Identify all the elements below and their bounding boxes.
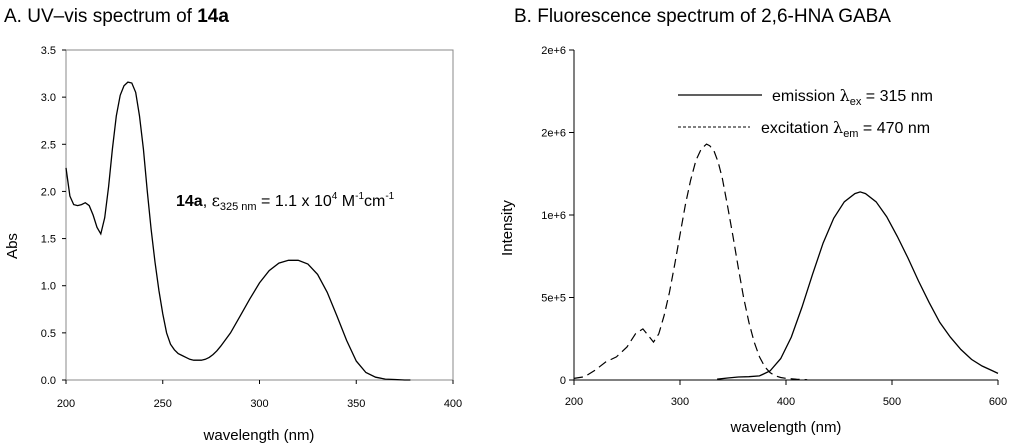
- annotation-unit-m-exponent: -1: [355, 191, 364, 202]
- panel-b-x-tick-label: 600: [989, 396, 1007, 408]
- legend-emission-symbol: λ: [840, 86, 850, 105]
- panel-a-x-tick-label: 300: [250, 398, 268, 410]
- legend-label-emission: emission λex = 315 nm: [772, 86, 933, 108]
- panel-b-series-emission: [717, 191, 999, 380]
- annotation-unit-cm-exponent: -1: [385, 191, 394, 202]
- panel-b-x-tick-label: 500: [883, 396, 901, 408]
- panel-a-x-tick-label: 200: [57, 398, 75, 410]
- legend-emission-name: emission: [772, 88, 835, 105]
- panel-b-legend: emission λex = 315 nm excitation λem = 4…: [678, 86, 933, 140]
- annotation-epsilon-subscript: 325 nm: [220, 201, 257, 213]
- panel-a-title: A. UV–vis spectrum of 14a: [4, 6, 229, 27]
- panel-a-plot-frame: [65, 49, 454, 381]
- panel-b-y-tick-label: 1e+6: [541, 210, 566, 222]
- panel-b-series: [573, 143, 999, 381]
- panel-b-y-tick-label: 2e+6: [541, 128, 566, 140]
- legend-emission-value: = 315 nm: [861, 88, 933, 105]
- legend-excitation-symbol: λ: [833, 118, 843, 137]
- panel-a-y-axis-label: Abs: [4, 233, 21, 259]
- panel-a-x-tick-label: 250: [154, 398, 172, 410]
- panel-a-y-tick-label: 0.0: [41, 375, 56, 387]
- panel-a-y-tick-label: 0.5: [41, 328, 56, 340]
- panel-b-y-tick-label: 0: [560, 375, 566, 387]
- panel-a-ticks: 200 250 300 350 400 0.0 0.5 1.0 1.5 2.0 2.5 3.0 3.5: [41, 45, 462, 410]
- panel-a: A. UV–vis spectrum of 14a 200 250 300 350 40…: [4, 6, 462, 444]
- panel-b-x-tick-label: 400: [777, 396, 795, 408]
- panel-b-series-excitation: [573, 143, 808, 381]
- panel-a-y-tick-label: 1.5: [41, 234, 56, 246]
- annotation-separator: ,: [203, 193, 212, 210]
- annotation-unit-m: M: [337, 193, 355, 210]
- panel-a-x-tick-label: 350: [347, 398, 365, 410]
- panel-a-series: [65, 81, 411, 381]
- panel-a-x-tick-label: 400: [444, 398, 462, 410]
- annotation-compound: 14a: [176, 193, 203, 210]
- legend-excitation-name: excitation: [761, 120, 829, 137]
- panel-a-series-14a-absorbance: [65, 81, 411, 381]
- panel-b-y-tick-label: 2e+6: [541, 45, 566, 57]
- panel-b-x-tick-label: 200: [565, 396, 583, 408]
- panel-a-y-tick-label: 3.0: [41, 92, 56, 104]
- panel-b-x-axis-label: wavelength (nm): [730, 419, 842, 436]
- panel-a-y-tick-label: 2.0: [41, 186, 56, 198]
- legend-excitation-value: = 470 nm: [858, 120, 930, 137]
- panel-b-y-axis-label: Intensity: [499, 200, 516, 256]
- annotation-unit-cm: cm: [364, 193, 385, 210]
- annotation-epsilon: ε: [212, 191, 220, 210]
- legend-emission-subscript: ex: [850, 96, 862, 108]
- panel-a-annotation: 14a, ε325 nm = 1.1 x 104 M-1cm-1: [176, 191, 395, 213]
- panel-b-ticks: 200 300 400 500 600 0 5e+5 1e+6 2e+6 2e+6: [541, 45, 1007, 408]
- panel-a-y-tick-label: 2.5: [41, 139, 56, 151]
- panel-b-title: B. Fluorescence spectrum of 2,6-HNA GABA: [514, 6, 891, 27]
- panel-a-title-compound: 14a: [197, 6, 229, 27]
- panel-b: B. Fluorescence spectrum of 2,6-HNA GABA…: [499, 6, 1007, 436]
- legend-label-excitation: excitation λem = 470 nm: [761, 118, 930, 140]
- panel-b-y-tick-label: 5e+5: [541, 293, 566, 305]
- panel-a-x-axis-label: wavelength (nm): [203, 427, 315, 444]
- panel-b-x-tick-label: 300: [671, 396, 689, 408]
- annotation-value: = 1.1 x 10: [257, 193, 332, 210]
- panel-a-title-prefix: A. UV–vis spectrum of: [4, 6, 197, 27]
- annotation-exponent: 4: [332, 191, 338, 202]
- panel-a-y-tick-label: 1.0: [41, 281, 56, 293]
- panel-a-y-tick-label: 3.5: [41, 45, 56, 57]
- legend-excitation-subscript: em: [843, 128, 858, 140]
